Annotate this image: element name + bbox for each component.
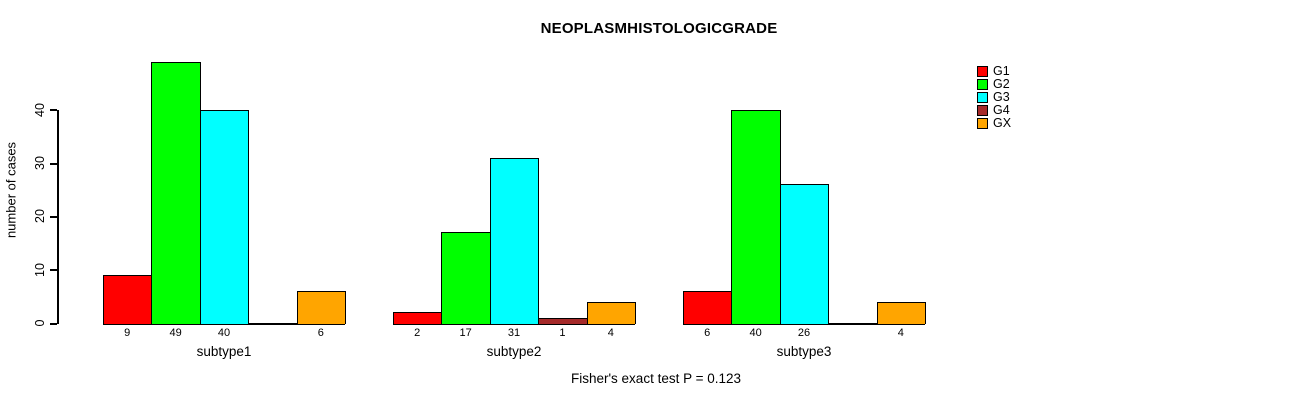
bar-subtype1-G2 xyxy=(151,61,201,324)
bar-subtype3-G1 xyxy=(683,291,733,324)
group-label-subtype3: subtype3 xyxy=(776,344,832,359)
bar-subtype1-G1 xyxy=(103,275,153,324)
bar-subtype3-G2 xyxy=(731,109,781,324)
chart-title: NEOPLASMHISTOLOGICGRADE xyxy=(540,20,778,37)
legend-label: G3 xyxy=(993,90,1010,104)
legend-swatch-GX xyxy=(977,118,988,129)
bar-subtype1-GX xyxy=(296,291,346,324)
bar-count-label: 17 xyxy=(459,327,472,339)
y-tick-mark xyxy=(50,215,57,218)
y-tick-label: 10 xyxy=(33,262,47,277)
bar-subtype3-GX xyxy=(876,301,926,324)
legend-item-GX: GX xyxy=(977,116,1012,130)
x-axis-baseline xyxy=(393,323,635,325)
y-tick-mark xyxy=(50,269,57,272)
bar-count-label: 9 xyxy=(124,327,131,339)
stats-annotation: Fisher's exact test P = 0.123 xyxy=(570,371,742,386)
bar-subtype2-GX xyxy=(586,301,636,324)
bar-count-label: 1 xyxy=(559,327,566,339)
bar-subtype3-G3 xyxy=(779,184,830,324)
y-tick-label: 30 xyxy=(33,156,47,170)
bar-count-label: 26 xyxy=(797,327,811,339)
bar-count-label: 4 xyxy=(897,327,904,339)
bar-count-label: 40 xyxy=(749,327,762,339)
y-tick-mark xyxy=(50,322,57,325)
group-label-subtype2: subtype2 xyxy=(486,344,542,359)
bar-count-label: 6 xyxy=(317,327,324,339)
x-axis-baseline xyxy=(683,323,925,325)
legend-swatch-G3 xyxy=(977,92,988,103)
legend-label: GX xyxy=(993,116,1012,130)
bar-count-label: 31 xyxy=(507,327,521,339)
y-tick-label: 40 xyxy=(33,102,47,117)
bar-count-label: 6 xyxy=(704,327,711,339)
group-label-subtype1: subtype1 xyxy=(196,344,252,359)
legend-label: G2 xyxy=(993,77,1010,91)
legend-label: G1 xyxy=(993,64,1010,78)
y-axis-label: number of cases xyxy=(3,141,19,239)
y-axis-line xyxy=(57,110,59,324)
bar-count-label: 49 xyxy=(169,327,182,339)
bar-count-label: 2 xyxy=(414,327,421,339)
legend-item-G3: G3 xyxy=(977,90,1011,104)
x-axis-baseline xyxy=(103,323,345,325)
legend: G1 G2 G3 G4 GX xyxy=(977,64,1012,131)
legend-swatch-G4 xyxy=(977,105,988,116)
bar-count-label: 40 xyxy=(217,327,231,339)
bar-subtype2-G1 xyxy=(393,312,443,324)
y-tick-label: 20 xyxy=(33,209,47,224)
legend-swatch-G1 xyxy=(977,66,988,77)
bar-count-label: 4 xyxy=(607,327,614,339)
legend-item-G4: G4 xyxy=(977,103,1011,117)
legend-item-G1: G1 xyxy=(977,64,1011,78)
legend-swatch-G2 xyxy=(977,79,988,90)
y-tick-mark xyxy=(50,109,57,112)
bar-subtype2-G2 xyxy=(441,232,491,324)
bar-subtype2-G4 xyxy=(538,317,588,324)
legend-item-G2: G2 xyxy=(977,77,1011,91)
bar-subtype2-G3 xyxy=(489,157,540,324)
legend-label: G4 xyxy=(993,103,1010,117)
bar-subtype1-G3 xyxy=(199,109,250,324)
y-tick-mark xyxy=(50,162,57,165)
y-tick-label: 0 xyxy=(33,319,47,327)
